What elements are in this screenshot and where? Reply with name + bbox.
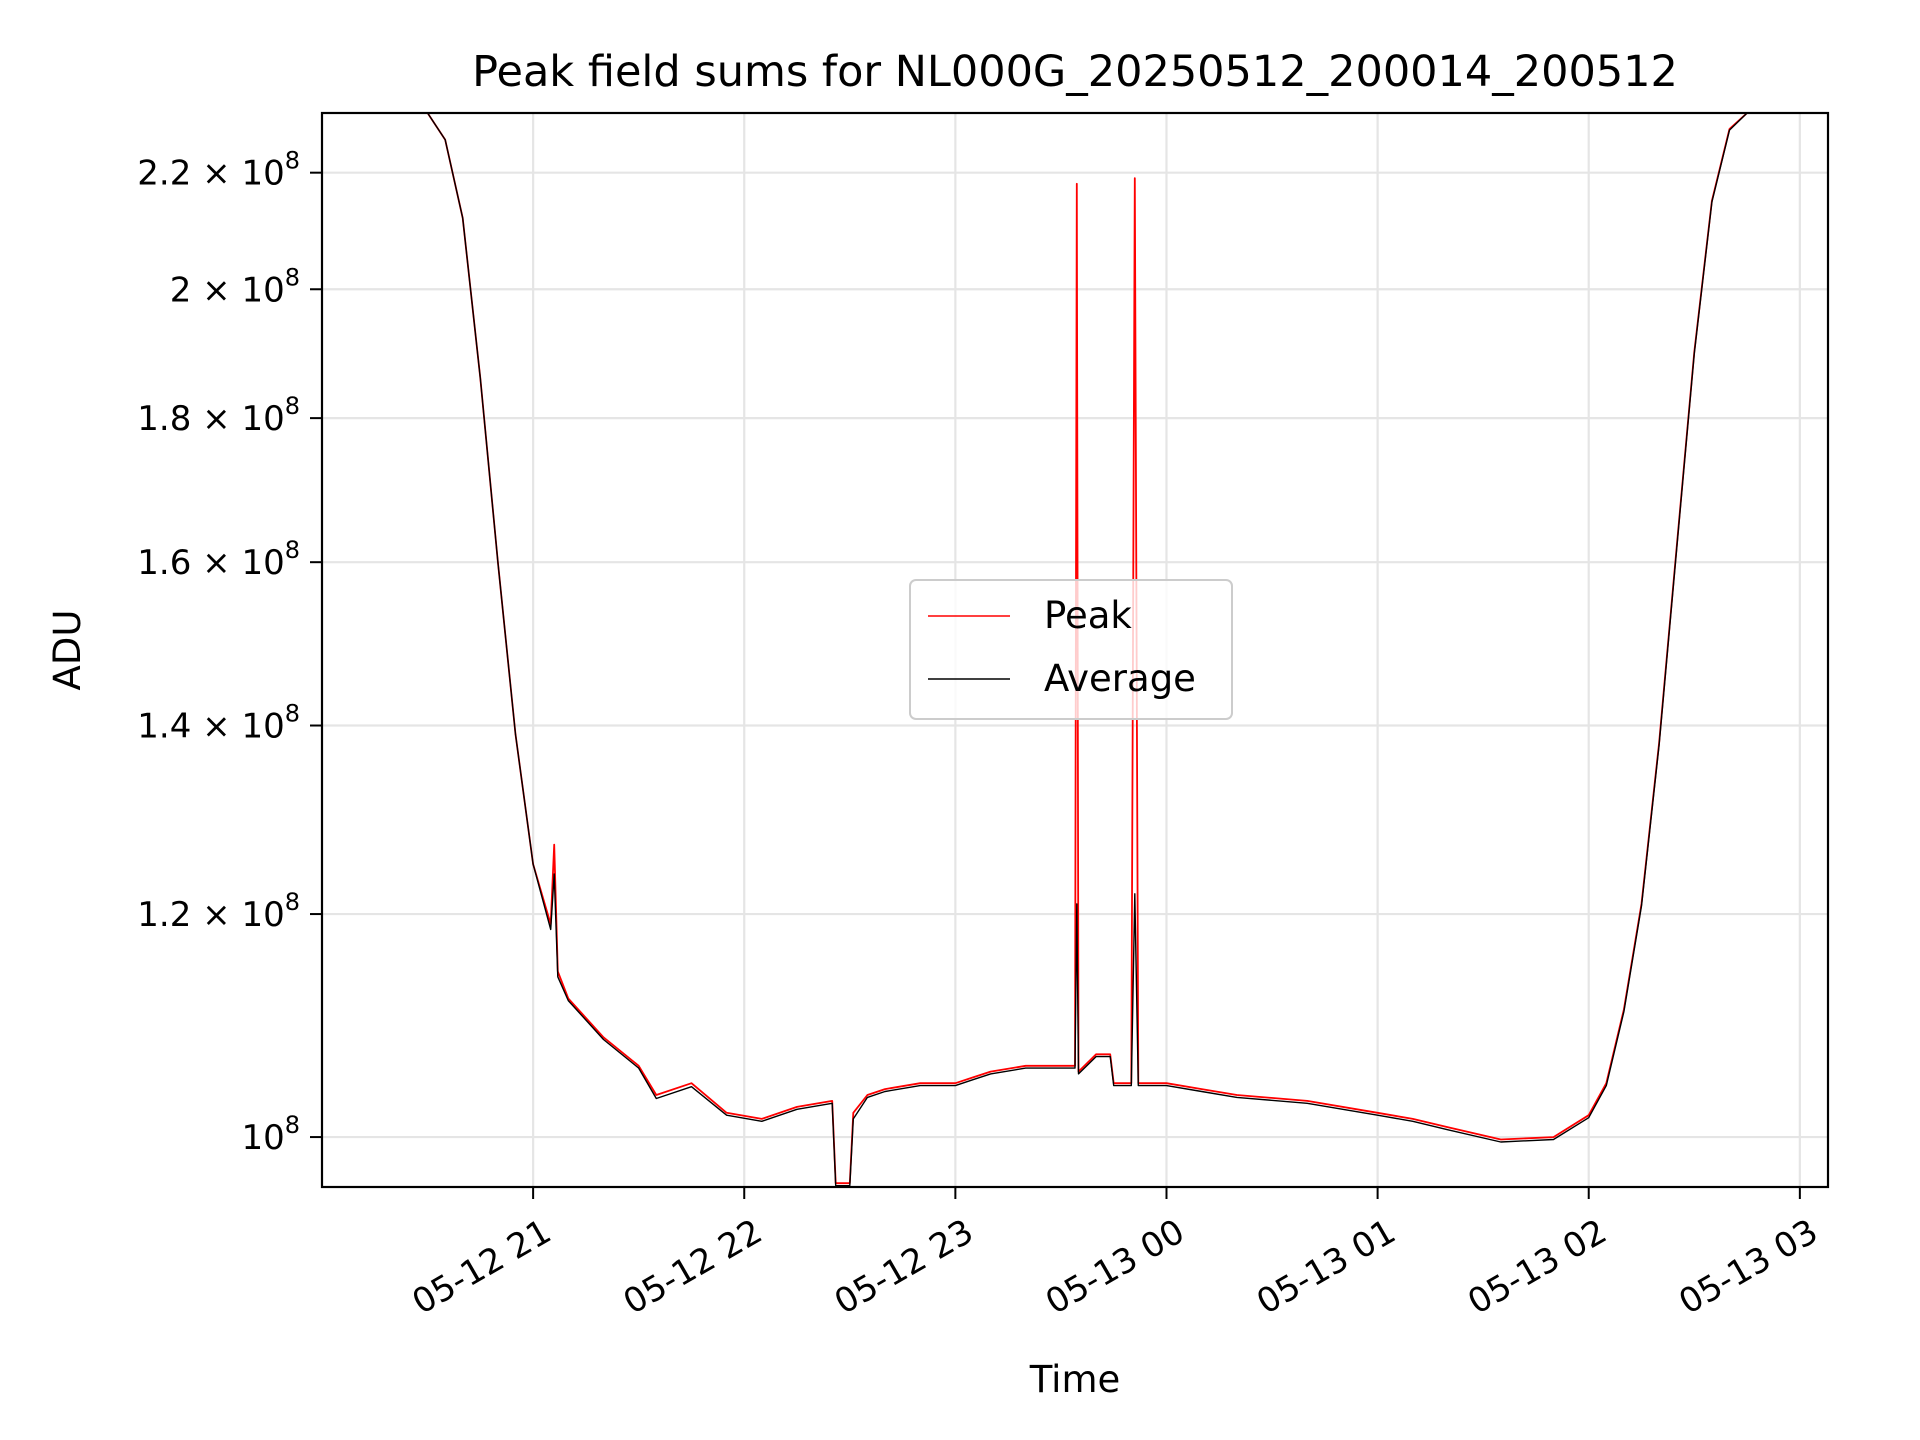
legend: Peak Average [909, 579, 1233, 720]
y-tick-label: 2 × 108 [170, 263, 300, 310]
legend-box [909, 579, 1233, 720]
y-tick-label: 1.2 × 108 [137, 888, 300, 935]
chart-title: Peak field sums for NL000G_20250512_2000… [472, 47, 1678, 97]
series-group [322, 113, 1828, 1187]
legend-label-peak: Peak [1044, 594, 1132, 637]
plot-frame [320, 111, 1830, 1189]
y-tick-label: 108 [241, 1111, 300, 1158]
legend-label-average: Average [1044, 657, 1196, 700]
series-line-average [322, 113, 1828, 1187]
y-axis-label: ADU [46, 610, 89, 691]
y-tick-label: 1.8 × 108 [137, 392, 300, 439]
y-axis: 108 1.2 × 108 1.4 × 108 1.6 × 108 1.8 × 108 2… [137, 147, 322, 1158]
y-tick-label: 1.4 × 108 [137, 700, 300, 747]
x-axis-label: Time [1029, 1358, 1121, 1401]
y-tick-label: 2.2 × 108 [137, 147, 300, 194]
y-tick-label: 1.6 × 108 [137, 536, 300, 583]
